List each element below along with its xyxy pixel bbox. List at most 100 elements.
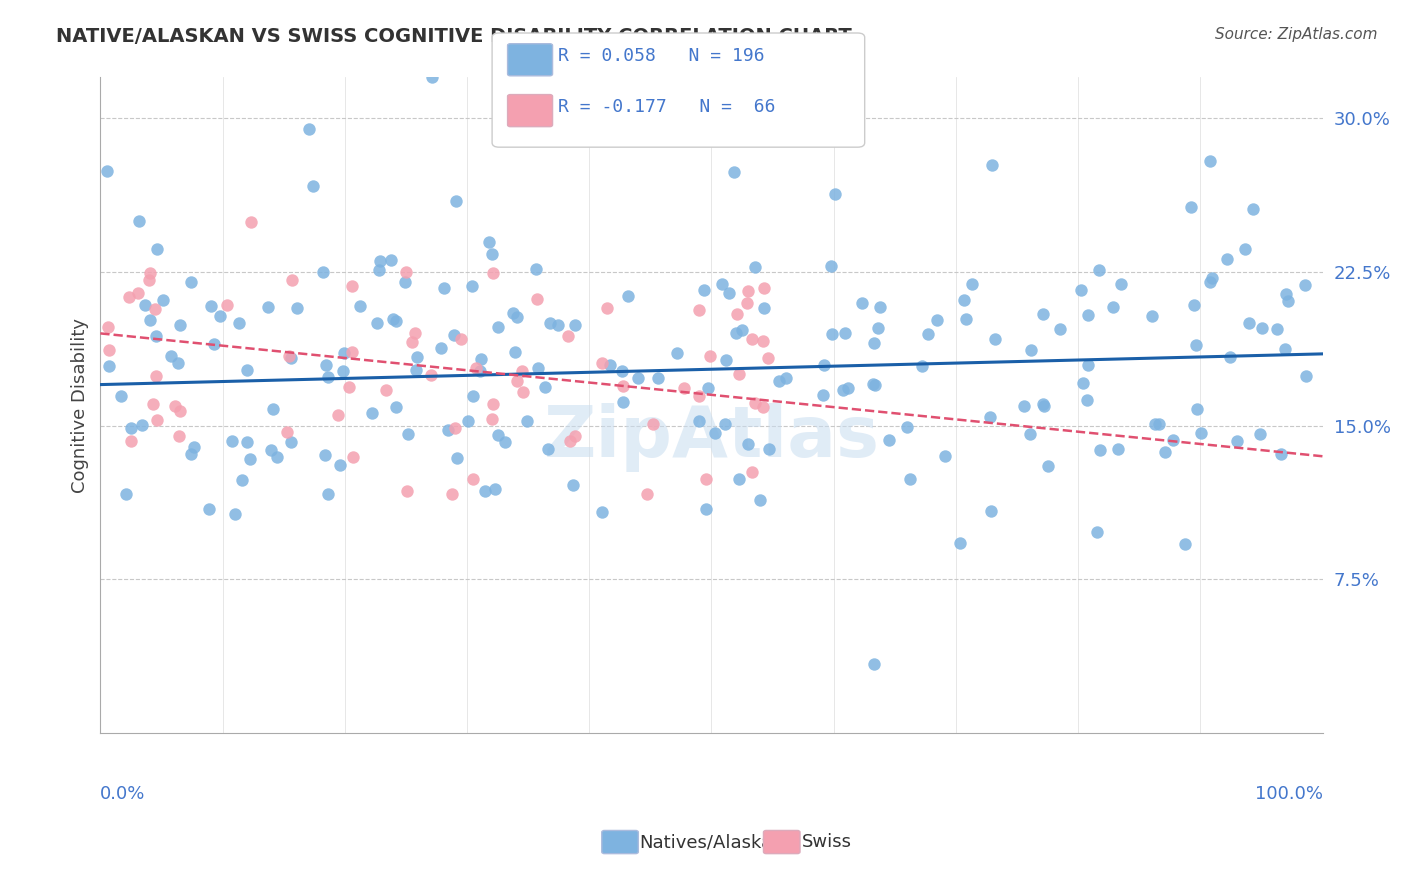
Point bbox=[506, 310, 529, 324]
Point bbox=[925, 313, 948, 327]
Point bbox=[395, 484, 418, 499]
Point bbox=[145, 368, 167, 383]
Point bbox=[326, 408, 349, 422]
Point bbox=[420, 70, 443, 85]
Point bbox=[96, 164, 118, 178]
Point bbox=[737, 284, 759, 298]
Point bbox=[169, 318, 191, 332]
Point bbox=[97, 359, 120, 373]
Point bbox=[768, 374, 790, 388]
Point bbox=[118, 290, 141, 304]
Point bbox=[898, 472, 921, 486]
Point bbox=[138, 273, 160, 287]
Point bbox=[741, 465, 763, 479]
Point bbox=[1185, 401, 1208, 416]
Point bbox=[666, 346, 689, 360]
Point bbox=[863, 335, 886, 350]
Point bbox=[208, 309, 231, 323]
Point bbox=[697, 382, 720, 396]
Point bbox=[960, 277, 983, 292]
Point bbox=[1033, 399, 1056, 413]
Point bbox=[775, 371, 797, 385]
Point bbox=[114, 487, 136, 501]
Point bbox=[404, 326, 426, 341]
Point bbox=[710, 277, 733, 292]
Point bbox=[266, 450, 288, 464]
Point bbox=[461, 389, 484, 403]
Point bbox=[281, 273, 304, 287]
Point bbox=[863, 378, 886, 392]
Point bbox=[1265, 322, 1288, 336]
Point bbox=[224, 507, 246, 521]
Point bbox=[329, 458, 352, 472]
Point bbox=[315, 358, 337, 372]
Point bbox=[433, 281, 456, 295]
Point bbox=[1274, 287, 1296, 301]
Point bbox=[591, 505, 613, 519]
Point bbox=[1251, 321, 1274, 335]
Point bbox=[1216, 252, 1239, 267]
Point bbox=[688, 388, 710, 402]
Point bbox=[110, 389, 132, 403]
Point bbox=[868, 320, 890, 334]
Point bbox=[481, 397, 503, 411]
Point bbox=[360, 406, 382, 420]
Point bbox=[228, 316, 250, 330]
Point bbox=[333, 346, 356, 360]
Point bbox=[152, 293, 174, 307]
Point bbox=[160, 349, 183, 363]
Point bbox=[562, 477, 585, 491]
Point bbox=[221, 434, 243, 449]
Point bbox=[215, 298, 238, 312]
Point bbox=[238, 451, 260, 466]
Point bbox=[641, 417, 664, 432]
Point bbox=[131, 417, 153, 432]
Point bbox=[165, 400, 187, 414]
Point bbox=[1077, 308, 1099, 322]
Point bbox=[1109, 277, 1132, 291]
Point bbox=[1174, 537, 1197, 551]
Text: 100.0%: 100.0% bbox=[1254, 785, 1323, 803]
Point bbox=[728, 367, 751, 381]
Point bbox=[821, 327, 844, 342]
Point bbox=[180, 275, 202, 289]
Point bbox=[1182, 298, 1205, 312]
Point bbox=[127, 286, 149, 301]
Point bbox=[716, 353, 738, 368]
Point bbox=[461, 472, 484, 486]
Point bbox=[1070, 283, 1092, 297]
Point bbox=[758, 442, 780, 457]
Point bbox=[703, 425, 725, 440]
Point bbox=[824, 187, 846, 202]
Point bbox=[537, 442, 560, 456]
Point bbox=[1241, 202, 1264, 217]
Point bbox=[526, 292, 548, 306]
Point bbox=[314, 448, 336, 462]
Point bbox=[1049, 322, 1071, 336]
Point bbox=[169, 428, 191, 442]
Point bbox=[239, 215, 262, 229]
Point bbox=[97, 343, 120, 357]
Point bbox=[394, 275, 416, 289]
Point bbox=[1226, 434, 1249, 449]
Point bbox=[120, 420, 142, 434]
Point bbox=[862, 376, 884, 391]
Point bbox=[647, 370, 669, 384]
Point bbox=[169, 403, 191, 417]
Point bbox=[1249, 427, 1271, 442]
Point bbox=[235, 434, 257, 449]
Point bbox=[484, 482, 506, 496]
Point bbox=[981, 158, 1004, 172]
Point bbox=[139, 313, 162, 327]
Point bbox=[474, 484, 496, 499]
Point bbox=[482, 266, 505, 280]
Text: Natives/Alaskans: Natives/Alaskans bbox=[640, 833, 793, 851]
Point bbox=[311, 265, 333, 279]
Point bbox=[405, 350, 427, 364]
Point bbox=[984, 332, 1007, 346]
Point bbox=[339, 380, 361, 394]
Point bbox=[851, 295, 873, 310]
Point bbox=[612, 395, 634, 409]
Point bbox=[146, 242, 169, 256]
Point bbox=[278, 349, 301, 363]
